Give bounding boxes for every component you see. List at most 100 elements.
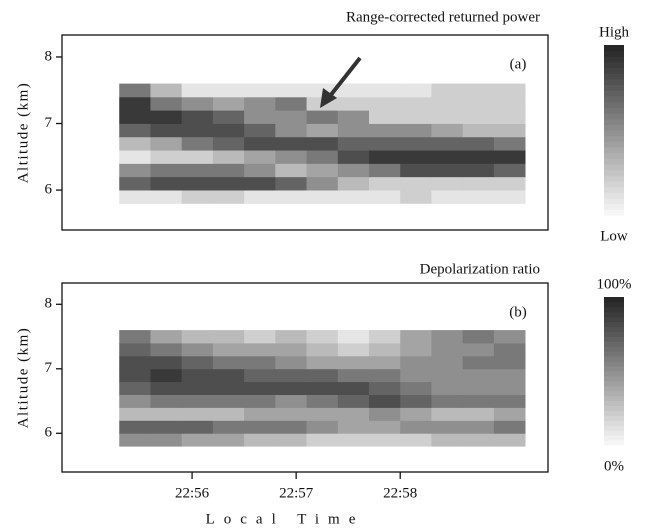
heatmap-cell (400, 433, 432, 447)
heatmap-cell (369, 123, 401, 138)
heatmap-cell (181, 342, 214, 357)
heatmap-cell (400, 176, 432, 191)
heatmap-cell (181, 420, 214, 434)
heatmap-cell (119, 433, 151, 447)
heatmap-cell (462, 355, 495, 370)
chart-title: Range-corrected returned power (346, 9, 540, 25)
heatmap-cell (431, 163, 464, 178)
heatmap-cell (181, 330, 214, 344)
heatmap-cell (462, 136, 495, 151)
heatmap-cell (181, 190, 214, 204)
heatmap-cell (275, 330, 307, 344)
arrow-head (320, 88, 337, 108)
heatmap-cell (337, 110, 370, 124)
arrow-shaft (328, 56, 362, 98)
colorbar-step (604, 306, 624, 313)
heatmap-cell (306, 355, 339, 370)
heatmap-cell (400, 420, 432, 434)
heatmap-cell (275, 190, 307, 204)
heatmap-cell (150, 150, 183, 164)
colorbar-step (604, 175, 624, 182)
y-tick-label: 6 (45, 425, 53, 441)
heatmap-cell (244, 407, 276, 421)
colorbar-step (604, 56, 624, 63)
heatmap-cell (431, 190, 464, 204)
heatmap-cell (462, 433, 495, 447)
heatmap-cell (431, 407, 464, 421)
heatmap-cell (212, 407, 245, 421)
colorbar-step (604, 420, 624, 426)
heatmap-cell (462, 190, 495, 204)
heatmap-cell (212, 150, 245, 164)
colorbar-step (604, 192, 624, 199)
heatmap-cell (212, 420, 245, 434)
heatmap-cell (337, 368, 370, 383)
heatmap-cell (369, 420, 401, 434)
colorbar-step (604, 141, 624, 148)
heatmap-cell (150, 136, 183, 151)
colorbar (604, 297, 624, 446)
heatmap-cell (181, 433, 214, 447)
heatmap-cell (431, 420, 464, 434)
colorbar-label: High (599, 24, 630, 40)
heatmap-cell (244, 433, 276, 447)
heatmap-cell (275, 150, 307, 164)
heatmap-cell (212, 96, 245, 111)
heatmap-cell (150, 342, 183, 357)
x-axis-label: Local Time (206, 511, 365, 527)
heatmap-cell (181, 407, 214, 421)
colorbar-step (604, 346, 624, 352)
heatmap-cell (493, 150, 526, 164)
heatmap-cell (493, 407, 526, 421)
heatmap-cell (306, 342, 339, 357)
colorbar-step (604, 67, 624, 74)
heatmap-cell (400, 381, 432, 395)
heatmap-cell (275, 342, 307, 357)
heatmap-cell (244, 150, 276, 164)
x-tick-label: 22:58 (383, 485, 417, 501)
y-tick-label: 7 (45, 360, 53, 376)
heatmap-cell (212, 355, 245, 370)
heatmap-cell (181, 110, 214, 124)
x-tick-label: 22:56 (175, 485, 210, 501)
colorbar-step (604, 356, 624, 362)
heatmap-cell (337, 420, 370, 434)
colorbar-step (604, 410, 624, 416)
heatmap-cell (369, 355, 401, 370)
colorbar-step (604, 390, 624, 397)
heatmap-cell (400, 190, 432, 204)
heatmap-cell (150, 190, 183, 204)
heatmap-cell (275, 381, 307, 395)
heatmap-cell (431, 123, 464, 138)
colorbar-step (604, 169, 624, 176)
heatmap-cell (244, 355, 276, 370)
heatmap-cell (119, 330, 151, 344)
colorbar-step (604, 331, 624, 337)
heatmap-cell (275, 420, 307, 434)
y-tick-label: 7 (45, 115, 53, 131)
chart-title: Depolarization ratio (420, 261, 540, 277)
heatmap-cell (337, 163, 370, 178)
colorbar-step (604, 181, 624, 188)
colorbar-step (604, 186, 624, 193)
heatmap-cell (275, 355, 307, 370)
colorbar-step (604, 135, 624, 142)
colorbar-step (604, 316, 624, 323)
colorbar-step (604, 361, 624, 367)
heatmap-cell (181, 123, 214, 138)
heatmap-cell (369, 150, 401, 164)
heatmap-cell (400, 330, 432, 344)
heatmap-cell (493, 420, 526, 434)
heatmap-cell (431, 381, 464, 395)
heatmap-cell (306, 110, 339, 124)
heatmap-cell (462, 330, 495, 344)
heatmap-cell (275, 394, 307, 408)
heatmap-cell (275, 110, 307, 124)
heatmap-cell (244, 123, 276, 138)
heatmap-cell (212, 342, 245, 357)
plot-frame (61, 34, 549, 231)
heatmap-cell (369, 83, 401, 98)
heatmap-cell (150, 368, 183, 383)
colorbar-step (604, 164, 624, 171)
